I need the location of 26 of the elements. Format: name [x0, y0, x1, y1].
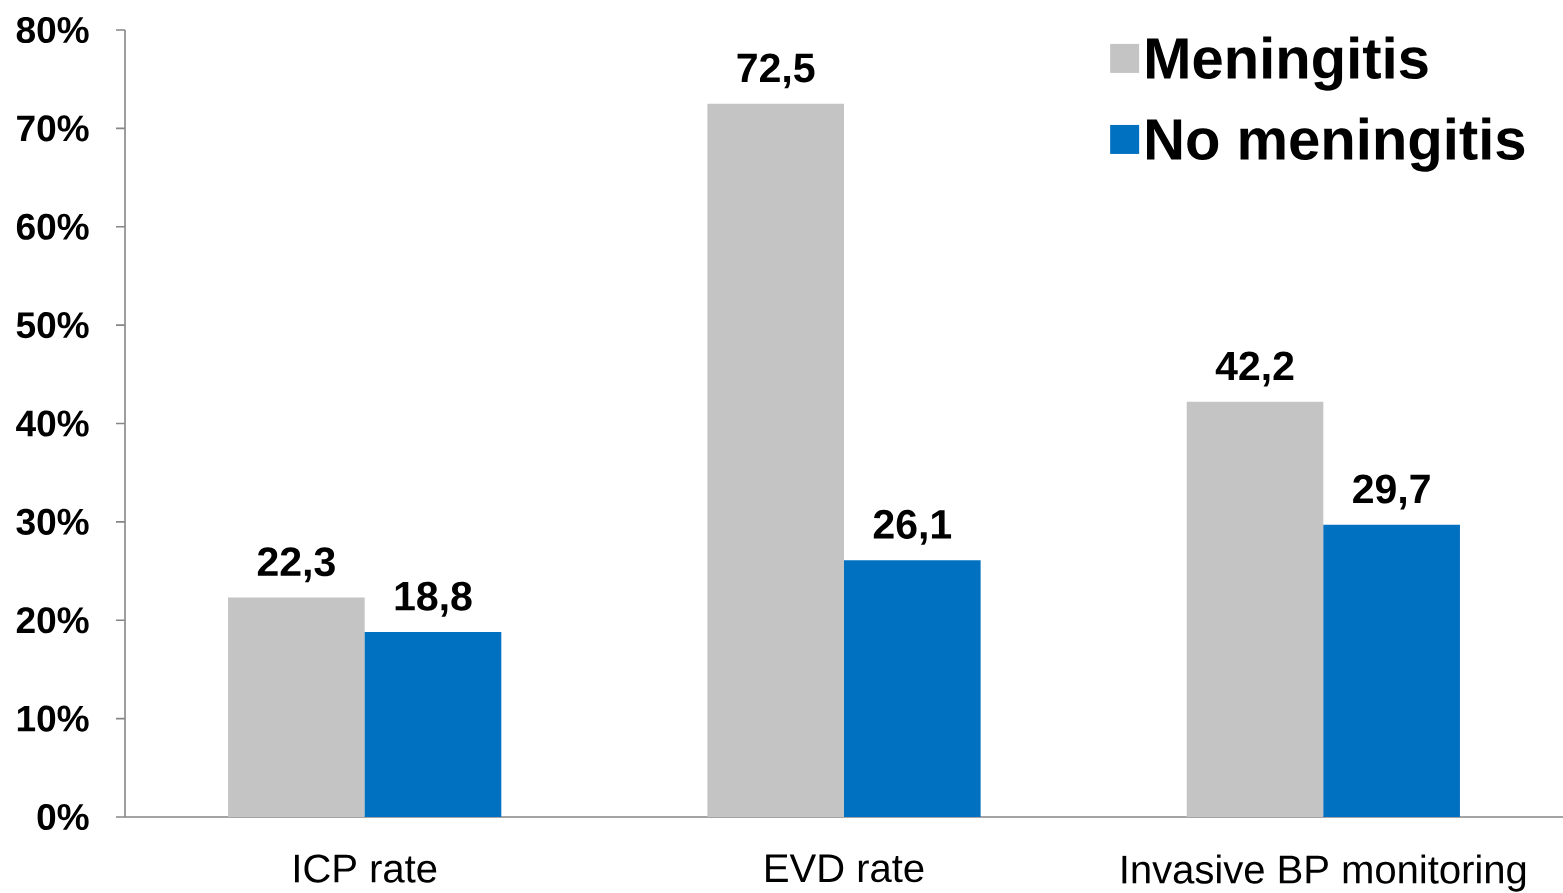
x-tick-label: Invasive BP monitoring	[1122, 854, 1526, 892]
y-tick-label: 60%	[16, 213, 89, 240]
data-label: 18,8	[395, 581, 472, 617]
x-tick-label: ICP rate	[295, 854, 437, 883]
x-tick-label: EVD rate	[766, 854, 924, 883]
y-tick-label: 80%	[16, 16, 89, 44]
bar	[1186, 401, 1324, 817]
legend-label: No meningitis	[1147, 117, 1525, 172]
y-tick-label: 70%	[17, 115, 89, 142]
data-label: 26,1	[873, 509, 952, 545]
y-tick-label: 30%	[16, 508, 89, 535]
bar	[228, 597, 365, 817]
bar	[707, 103, 844, 817]
bar	[364, 632, 502, 817]
bar	[844, 560, 981, 817]
y-tick-label: 50%	[16, 312, 89, 339]
data-label: 42,2	[1215, 351, 1294, 387]
data-label: 72,5	[737, 53, 815, 89]
data-label: 22,3	[257, 547, 335, 583]
bar	[1323, 524, 1460, 817]
y-tick-label: 40%	[16, 410, 89, 437]
y-tick-label: 10%	[17, 705, 89, 732]
y-tick-label: 0%	[37, 803, 89, 831]
y-tick-label: 20%	[16, 607, 89, 634]
data-label: 29,7	[1353, 474, 1430, 510]
legend-label: Meningitis	[1147, 36, 1428, 91]
